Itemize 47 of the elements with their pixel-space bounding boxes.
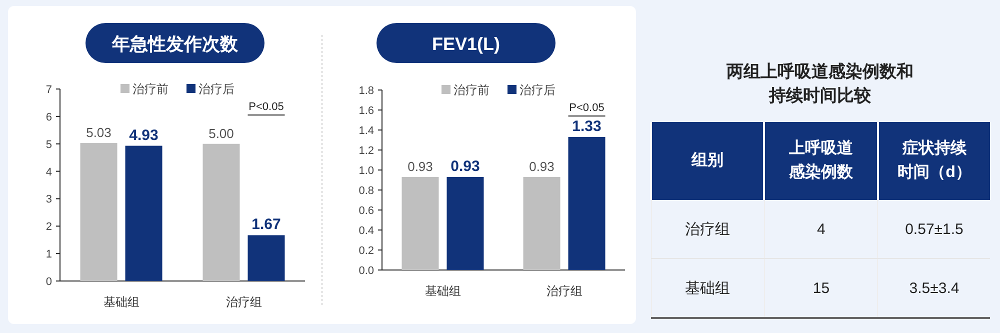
legend-label: 治疗后 bbox=[198, 82, 234, 96]
bar bbox=[248, 235, 285, 281]
annotation: P<0.05 bbox=[569, 102, 604, 114]
y-tick-label: 3 bbox=[46, 194, 52, 206]
data-label: 5.03 bbox=[86, 125, 112, 140]
y-tick-label: 2 bbox=[46, 221, 52, 234]
text: 0.57±1.5 bbox=[905, 220, 964, 238]
data-label: 0.93 bbox=[408, 159, 433, 174]
y-tick-label: 6 bbox=[46, 111, 52, 124]
y-tick-label: 0.6 bbox=[358, 205, 374, 217]
text: 15 bbox=[812, 280, 830, 296]
y-tick-label: 1.4 bbox=[358, 125, 374, 137]
data-label: 0.93 bbox=[529, 159, 554, 174]
y-tick-label: 0 bbox=[46, 276, 52, 288]
category-label: 上呼吸道感染例数 bbox=[788, 138, 854, 183]
y-tick-label: 0.2 bbox=[358, 245, 374, 257]
text: 两组上呼吸道感染例数和持续时间比较 bbox=[726, 61, 914, 107]
annotation: P<0.05 bbox=[248, 101, 284, 113]
y-tick-label: 0.4 bbox=[358, 225, 374, 237]
data-label: 1.33 bbox=[572, 118, 602, 135]
y-tick-label: 1 bbox=[46, 248, 52, 261]
data-label: 5.00 bbox=[208, 126, 234, 141]
y-tick-label: 5 bbox=[46, 138, 52, 151]
y-tick-label: 7 bbox=[46, 84, 52, 96]
bar bbox=[80, 143, 118, 281]
text: 治疗组 bbox=[685, 220, 730, 238]
legend-label: 治疗前 bbox=[454, 83, 490, 97]
legend-label: 治疗前 bbox=[132, 82, 168, 96]
data-label: 0.93 bbox=[450, 158, 480, 175]
y-tick-label: 1.2 bbox=[358, 145, 374, 157]
bar bbox=[125, 146, 162, 281]
text: 4 bbox=[817, 220, 826, 238]
chart-title: FEV1(L) bbox=[432, 34, 500, 54]
bar bbox=[202, 144, 240, 281]
y-tick-label: 0.0 bbox=[358, 265, 374, 277]
category-label: 组别 bbox=[690, 150, 725, 171]
y-tick-label: 1.8 bbox=[358, 85, 374, 97]
data-label: 1.67 bbox=[252, 216, 281, 234]
y-tick-label: 4 bbox=[46, 166, 52, 178]
chart-title: 年急性发作次数 bbox=[111, 34, 239, 54]
y-tick-label: 0.8 bbox=[358, 185, 374, 197]
legend-label: 治疗后 bbox=[520, 83, 556, 97]
data-label: 4.93 bbox=[129, 126, 158, 144]
y-tick-label: 1.0 bbox=[358, 165, 374, 177]
y-tick-label: 1.6 bbox=[358, 105, 374, 117]
category-label: 症状持续时间（d） bbox=[896, 138, 972, 183]
text: 3.5±3.4 bbox=[909, 280, 960, 296]
